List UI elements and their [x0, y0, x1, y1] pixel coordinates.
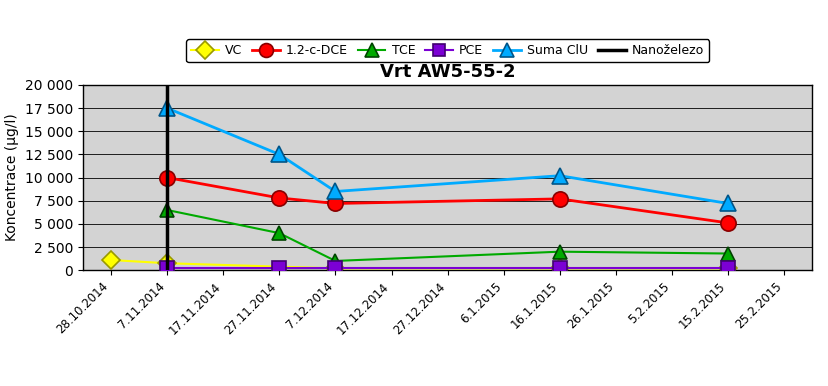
- Title: Vrt AW5-55-2: Vrt AW5-55-2: [379, 63, 515, 81]
- Legend: VC, 1.2-c-DCE, TCE, PCE, Suma ClU, Nanoželezo: VC, 1.2-c-DCE, TCE, PCE, Suma ClU, Nanož…: [186, 39, 708, 62]
- Y-axis label: Koncentrace (µg/l): Koncentrace (µg/l): [5, 114, 19, 241]
